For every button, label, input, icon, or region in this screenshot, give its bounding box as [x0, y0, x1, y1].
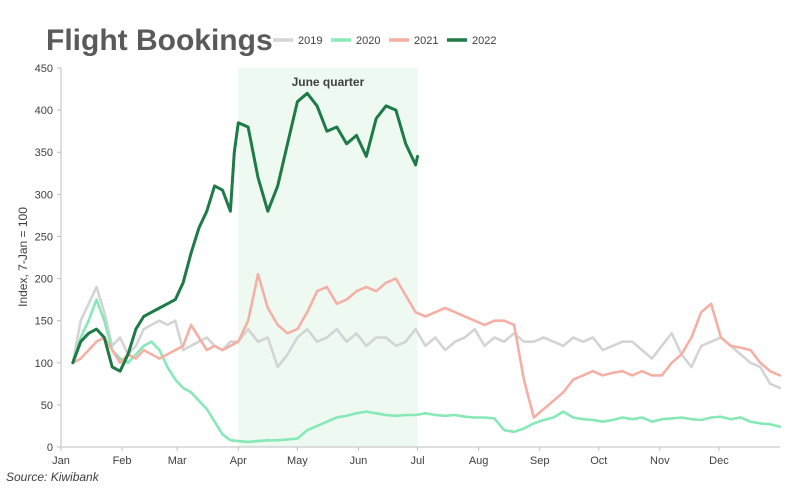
series-line-2022: [71, 91, 419, 373]
legend-label-2020: 2020: [356, 35, 380, 47]
y-tick-label: 400: [35, 105, 53, 117]
x-tick-label: Feb: [113, 455, 132, 467]
y-tick-label: 100: [35, 358, 53, 370]
x-tick-label: Apr: [230, 455, 247, 467]
source-note: Source: Kiwibank: [6, 470, 100, 484]
x-tick-label: May: [287, 455, 308, 467]
x-tick-label: Dec: [709, 455, 729, 467]
series-line-2020: [71, 298, 782, 444]
shaded-region-layer: June quarter: [238, 68, 418, 447]
y-tick-label: 150: [35, 316, 53, 328]
y-tick-label: 50: [41, 400, 53, 412]
series-layer: [71, 91, 782, 444]
x-tick-label: Sep: [530, 455, 550, 467]
legend: 2019 2020 2021 2022: [273, 35, 496, 47]
series-line-2019: [71, 285, 782, 390]
legend-label-2021: 2021: [414, 35, 438, 47]
x-tick-label: Oct: [590, 455, 607, 467]
x-tick-label: Jul: [411, 455, 425, 467]
x-tick-label: Nov: [650, 455, 670, 467]
y-tick-label: 200: [35, 274, 53, 286]
y-tick-label: 450: [35, 63, 53, 75]
x-tick-label: Aug: [469, 455, 489, 467]
june-quarter-shade: [238, 68, 418, 447]
x-tick-label: Mar: [168, 455, 187, 467]
legend-label-2019: 2019: [298, 35, 322, 47]
chart-title: Flight Bookings: [46, 24, 273, 57]
y-tick-label: 350: [35, 147, 53, 159]
x-tick-label: Jan: [52, 455, 70, 467]
y-tick-label: 300: [35, 189, 53, 201]
y-tick-label: 250: [35, 231, 53, 243]
axes: 0 50 100 150 200 250 300 350 400 450 Jan Feb Mar Apr M…: [35, 63, 780, 467]
x-tick-label: Jun: [350, 455, 368, 467]
series-line-2021: [71, 273, 782, 419]
legend-label-2022: 2022: [472, 35, 496, 47]
y-axis-title: Index, 7-Jan = 100: [16, 207, 30, 307]
shaded-region-label: June quarter: [292, 75, 365, 89]
y-tick-label: 0: [47, 442, 53, 454]
